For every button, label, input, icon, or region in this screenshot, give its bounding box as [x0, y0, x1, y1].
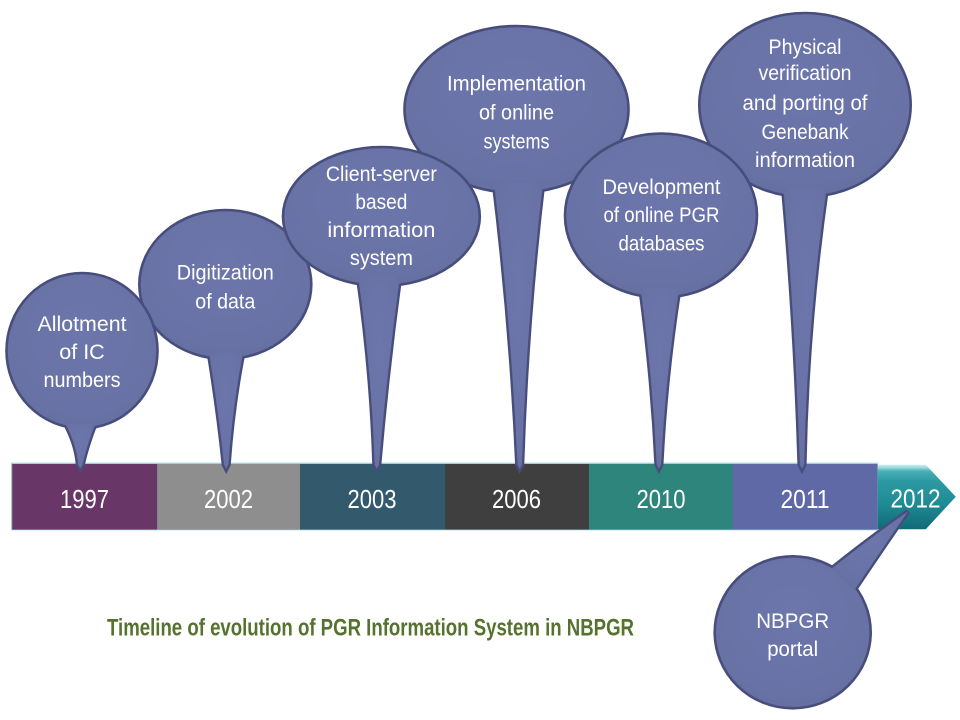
svg-text:1997: 1997: [60, 484, 109, 514]
svg-text:of online: of online: [479, 100, 554, 124]
svg-text:verification: verification: [759, 61, 852, 85]
svg-text:and porting of: and porting of: [743, 91, 868, 115]
svg-text:based: based: [355, 190, 407, 214]
svg-text:2012: 2012: [891, 484, 941, 514]
svg-text:2002: 2002: [204, 484, 253, 514]
svg-text:portal: portal: [767, 637, 818, 661]
svg-text:2011: 2011: [781, 484, 830, 514]
svg-text:of IC: of IC: [59, 340, 104, 364]
svg-text:databases: databases: [619, 232, 705, 256]
svg-text:2010: 2010: [637, 484, 686, 514]
svg-text:Digitization: Digitization: [177, 261, 274, 285]
svg-text:of online PGR: of online PGR: [604, 203, 720, 227]
svg-text:NBPGR: NBPGR: [756, 609, 829, 633]
svg-text:2006: 2006: [492, 484, 541, 514]
svg-text:Genebank: Genebank: [762, 120, 849, 144]
svg-text:Allotment: Allotment: [38, 312, 127, 336]
svg-text:system: system: [350, 246, 413, 270]
svg-text:information: information: [755, 148, 855, 172]
svg-text:2003: 2003: [348, 484, 397, 514]
svg-text:of data: of data: [195, 290, 255, 314]
svg-text:numbers: numbers: [44, 368, 121, 392]
svg-text:Development: Development: [603, 175, 721, 199]
svg-text:Timeline of evolution of PGR I: Timeline of evolution of PGR Information…: [107, 614, 634, 641]
svg-text:Implementation: Implementation: [447, 71, 586, 95]
svg-text:Physical: Physical: [769, 35, 842, 59]
svg-text:information: information: [327, 218, 435, 242]
svg-text:Client-server: Client-server: [326, 162, 437, 186]
svg-text:systems: systems: [484, 129, 550, 153]
